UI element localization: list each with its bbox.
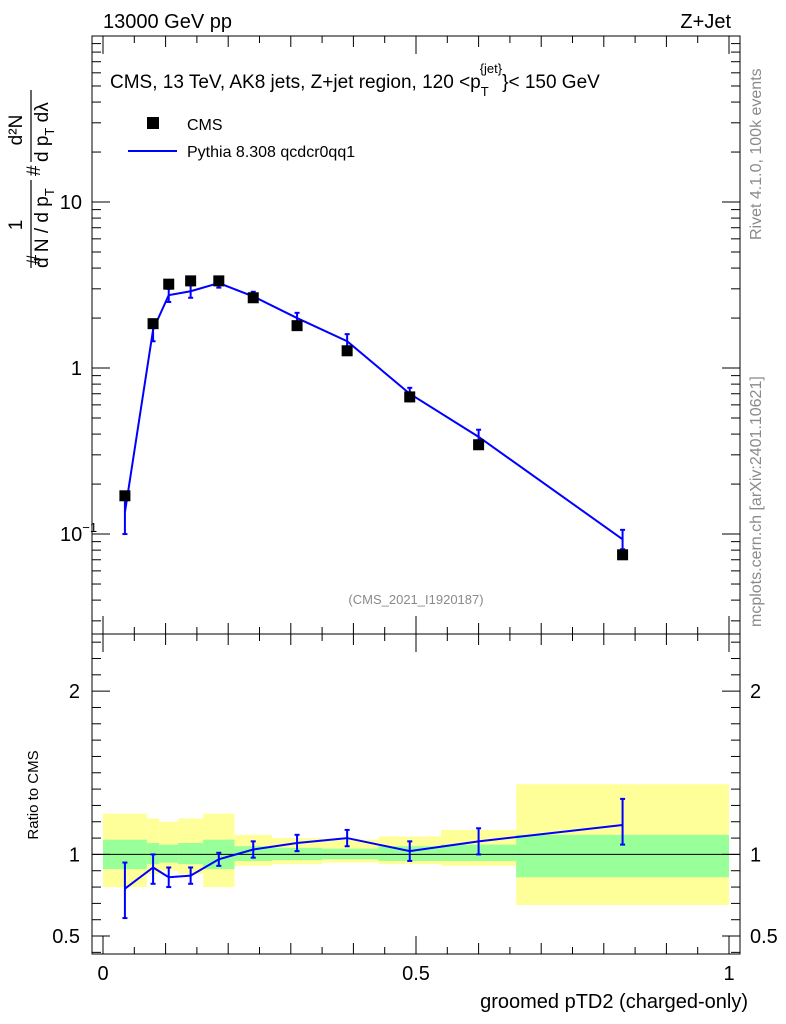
ylabel-den: d N / d pT <box>32 188 57 268</box>
ylabel-den2: d pT dλ <box>32 102 57 162</box>
chart-title-sup: {jet} <box>480 61 503 76</box>
ylabel-hash-2: # <box>24 165 45 176</box>
main-series-layer <box>119 275 629 561</box>
main-plot-area <box>92 36 740 634</box>
ratio-series-layer <box>122 797 626 920</box>
energy-label: 13000 GeV pp <box>103 11 232 33</box>
ylabel-frac1: # <box>24 254 45 265</box>
process-label: Z+Jet <box>680 11 731 33</box>
main-y-tick-label: 10−1 <box>60 520 97 546</box>
ylabel-num2: d²N <box>6 115 27 146</box>
ratio-y-tick-label-left: 2 <box>69 681 80 703</box>
ratio-y-tick-label-left: 0.5 <box>52 926 80 948</box>
cms-data-point <box>185 275 197 287</box>
cms-data-point <box>247 292 259 304</box>
ratio-y-axis-label: Ratio to CMS <box>25 750 42 839</box>
cms-data-point <box>119 490 131 502</box>
chart-title-main: CMS, 13 TeV, AK8 jets, Z+jet region, 120… <box>110 72 481 93</box>
x-axis-label: groomed pTD2 (charged-only) <box>480 991 748 1013</box>
x-tick-label: 0 <box>97 963 108 985</box>
cms-data-point <box>147 318 159 330</box>
legend-cms-label: CMS <box>187 117 223 134</box>
ylabel-lead-hash: # <box>24 254 45 265</box>
ratio-panel: 0.5 0.5 1 1 2 2 0 0.5 1 Ratio to CMS groomed pTD… <box>25 633 778 1013</box>
ratio-axis-ticks: 0.5 0.5 1 1 2 2 0 0.5 1 <box>52 634 778 985</box>
main-panel: 10−1 1 10 CMS, 13 TeV, AK8 jets, Z+jet reg… <box>6 35 741 635</box>
cms-data-point <box>213 275 225 287</box>
cms-data-point <box>291 320 303 332</box>
cms-data-point <box>473 439 485 451</box>
ratio-band-stat <box>159 844 179 863</box>
main-axis-ticks: 10−1 1 10 <box>60 36 740 634</box>
cms-data-point <box>617 549 629 561</box>
legend-pythia-label: Pythia 8.308 qcdcr0qq1 <box>187 144 355 161</box>
chart-title: CMS, 13 TeV, AK8 jets, Z+jet region, 120… <box>110 61 600 99</box>
mcplots-label: mcplots.cern.ch [arXiv:2401.10621] <box>748 376 765 627</box>
ratio-y-tick-label-right: 2 <box>750 681 761 703</box>
cms-data-point <box>341 345 353 357</box>
x-tick-label: 0.5 <box>402 963 430 985</box>
x-tick-label: 1 <box>723 963 734 985</box>
chart-title-sub: T <box>481 84 489 99</box>
ratio-y-tick-label-right: 1 <box>750 844 761 866</box>
chart-title-tail: }< 150 GeV <box>502 72 600 93</box>
ratio-frame <box>91 633 741 955</box>
ratio-y-tick-label-right: 0.5 <box>750 926 778 948</box>
legend-cms-marker <box>147 117 159 129</box>
ratio-y-tick-label-left: 1 <box>69 844 80 866</box>
analysis-id-annotation: (CMS_2021_I1920187) <box>348 592 483 607</box>
cms-data-point <box>163 278 175 290</box>
ratio-band-stat <box>178 842 204 865</box>
main-y-axis-label: # 1 d N / d pT # d²N d pT dλ <box>6 90 57 268</box>
ylabel-num: 1 <box>6 220 27 231</box>
main-y-tick-label: 1 <box>71 358 82 380</box>
cms-data-point <box>404 391 416 403</box>
main-y-tick-label: 10 <box>60 192 82 214</box>
rivet-label: Rivet 4.1.0, 100k events <box>748 68 765 240</box>
